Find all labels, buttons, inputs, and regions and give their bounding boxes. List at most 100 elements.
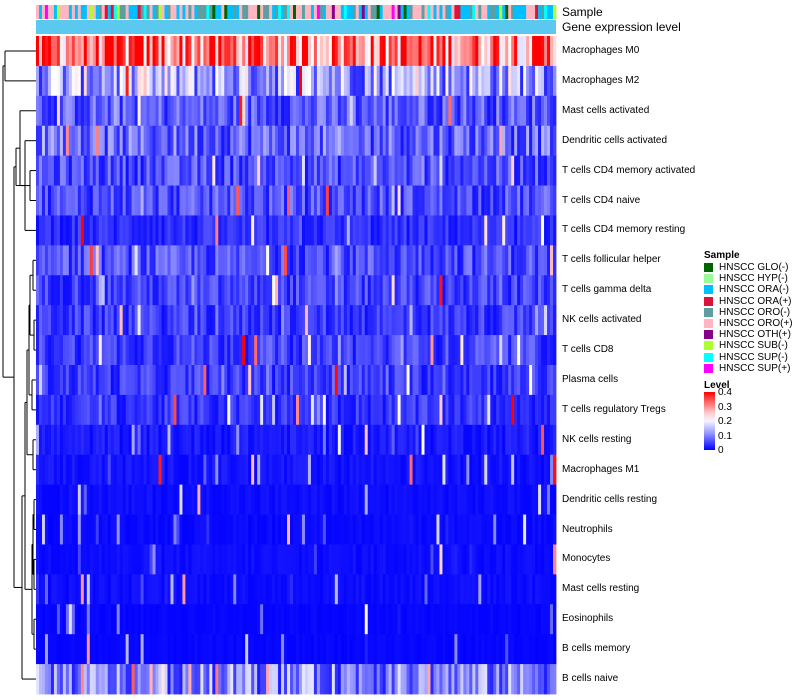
heatmap-cell: [526, 335, 530, 366]
heatmap-cell: [143, 155, 147, 186]
heatmap-cell: [194, 484, 198, 515]
heatmap-cell: [182, 335, 186, 366]
heatmap-cell: [400, 185, 404, 216]
heatmap-cell: [349, 634, 354, 665]
heatmap-cell: [98, 484, 103, 515]
heatmap-cell: [188, 574, 192, 605]
heatmap-cell: [290, 424, 294, 456]
heatmap-cell: [325, 514, 330, 545]
heatmap-cell: [185, 365, 189, 396]
heatmap-cell: [161, 484, 165, 515]
heatmap-cell: [418, 574, 422, 605]
heatmap-cell: [182, 484, 186, 515]
heatmap-cell: [358, 245, 363, 276]
heatmap-cell: [95, 185, 100, 216]
heatmap-cell: [304, 514, 309, 545]
heatmap-cell: [134, 335, 139, 366]
heatmap-cell: [215, 604, 219, 635]
heatmap-cell: [418, 65, 422, 97]
heatmap-cell: [194, 365, 198, 396]
heatmap-cell: [421, 335, 425, 366]
heatmap-cell: [53, 185, 58, 216]
heatmap-cell: [128, 185, 133, 216]
heatmap-cell: [290, 215, 294, 246]
heatmap-cell: [325, 95, 330, 127]
heatmap-cell: [418, 95, 422, 127]
heatmap-cell: [553, 155, 557, 186]
heatmap-cell: [290, 365, 294, 396]
heatmap-cell: [529, 604, 533, 635]
heatmap-cell: [322, 424, 327, 456]
heatmap-cell: [137, 544, 141, 575]
heatmap-cell: [523, 335, 527, 366]
heatmap-cell: [424, 215, 428, 246]
heatmap-cell: [343, 394, 348, 426]
heatmap-cell: [478, 634, 482, 665]
heatmap-cell: [215, 95, 219, 127]
heatmap-cell: [319, 65, 324, 97]
heatmap-cell: [394, 424, 399, 456]
heatmap-cell: [59, 215, 64, 246]
row-label: Mast cells activated: [562, 104, 650, 116]
heatmap-cell: [484, 275, 488, 306]
heatmap-cell: [101, 394, 106, 426]
heatmap-cell: [56, 484, 61, 515]
heatmap-cell: [272, 484, 276, 515]
heatmap-cell: [472, 335, 476, 366]
heatmap-cell: [370, 185, 375, 216]
heatmap-cell: [448, 514, 452, 545]
heatmap-cell: [379, 275, 384, 306]
heatmap-cell: [409, 454, 413, 486]
heatmap-cell: [472, 424, 476, 456]
heatmap-cell: [275, 125, 279, 157]
heatmap-cell: [325, 275, 330, 306]
heatmap-cell: [131, 275, 136, 306]
heatmap-cell: [304, 604, 309, 635]
heatmap-cell: [358, 215, 363, 246]
heatmap-cell: [340, 664, 345, 695]
heatmap-cell: [59, 335, 64, 366]
heatmap-cell: [68, 544, 73, 575]
heatmap-cell: [532, 424, 536, 456]
heatmap-cell: [218, 365, 222, 396]
legend-swatch: [704, 352, 713, 362]
heatmap-cell: [272, 275, 276, 306]
heatmap-cell: [496, 604, 500, 635]
heatmap-cell: [41, 275, 46, 306]
heatmap-cell: [36, 604, 40, 635]
heatmap-cell: [164, 155, 168, 186]
heatmap-cell: [361, 36, 366, 67]
heatmap-cell: [143, 424, 147, 456]
heatmap-cell: [307, 574, 312, 605]
heatmap-cell: [188, 634, 192, 665]
heatmap-cell: [496, 664, 500, 695]
heatmap-cell: [167, 245, 171, 276]
heatmap-cell: [290, 245, 294, 276]
heatmap-cell: [343, 514, 348, 545]
heatmap-cell: [514, 424, 518, 456]
heatmap-cell: [167, 95, 171, 127]
heatmap-cell: [44, 424, 49, 456]
heatmap-cell: [143, 604, 147, 635]
heatmap-cell: [203, 65, 207, 97]
heatmap-cell: [439, 604, 443, 635]
heatmap-cell: [433, 155, 437, 186]
heatmap-cell: [281, 125, 285, 157]
heatmap-cell: [98, 514, 103, 545]
heatmap-cell: [173, 65, 177, 97]
heatmap-cell: [475, 305, 479, 336]
heatmap-cell: [403, 634, 407, 665]
heatmap-cell: [116, 424, 121, 456]
heatmap-cell: [110, 215, 115, 246]
heatmap-cell: [101, 454, 106, 486]
heatmap-cell: [56, 36, 61, 67]
heatmap-cell: [74, 365, 79, 396]
heatmap-cell: [266, 544, 270, 575]
heatmap-cell: [397, 305, 401, 336]
heatmap-cell: [107, 275, 112, 306]
heatmap-cell: [337, 544, 342, 575]
heatmap-cell: [185, 514, 189, 545]
heatmap-cell: [466, 95, 470, 127]
heatmap-cell: [77, 305, 82, 336]
heatmap-cell: [472, 664, 476, 695]
